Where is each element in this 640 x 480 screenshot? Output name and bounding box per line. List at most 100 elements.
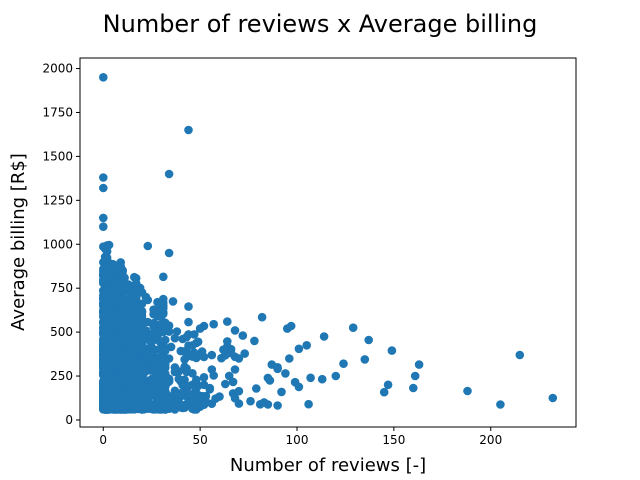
data-point xyxy=(224,371,234,381)
data-point xyxy=(240,349,249,358)
data-point xyxy=(99,213,108,223)
data-point xyxy=(99,183,108,193)
data-point xyxy=(414,360,424,369)
data-point xyxy=(135,380,145,390)
y-tick-label: 750 xyxy=(50,281,73,295)
data-point xyxy=(100,289,110,299)
data-point xyxy=(118,300,127,310)
data-point xyxy=(164,374,174,384)
data-point xyxy=(141,292,151,302)
data-point xyxy=(143,241,153,251)
x-axis-label: Number of reviews [-] xyxy=(230,455,426,476)
data-point xyxy=(184,317,193,327)
data-point xyxy=(223,337,232,346)
data-point xyxy=(190,394,199,404)
y-tick-label: 500 xyxy=(50,325,73,339)
data-point xyxy=(159,304,168,313)
data-point xyxy=(99,73,108,82)
data-point xyxy=(164,248,174,258)
data-point xyxy=(238,331,248,340)
data-point xyxy=(153,309,162,319)
data-point xyxy=(182,352,191,362)
data-point xyxy=(263,373,273,383)
data-point xyxy=(130,356,139,366)
y-axis: 0 250 500 750 1000 1250 1500 1750 2000 xyxy=(42,62,80,427)
data-point xyxy=(102,253,112,262)
data-point xyxy=(126,324,135,334)
data-point xyxy=(409,383,418,393)
data-point xyxy=(104,306,114,316)
data-point xyxy=(548,393,558,403)
data-point xyxy=(153,401,162,410)
data-point xyxy=(106,325,116,335)
data-point xyxy=(157,388,166,397)
data-point xyxy=(114,339,124,349)
y-tick-label: 2000 xyxy=(42,62,73,76)
data-point xyxy=(164,169,174,179)
data-point xyxy=(230,326,240,335)
data-point xyxy=(230,393,240,403)
data-point xyxy=(281,369,290,378)
data-point xyxy=(294,382,304,392)
plot-frame xyxy=(79,57,577,428)
data-point xyxy=(257,312,267,322)
data-points xyxy=(99,73,558,414)
data-point xyxy=(207,350,217,360)
data-point xyxy=(164,354,174,363)
data-point xyxy=(100,274,110,284)
data-point xyxy=(120,370,129,380)
y-tick-label: 1250 xyxy=(42,193,73,207)
data-point xyxy=(116,324,125,334)
data-point xyxy=(102,394,112,404)
x-tick-label: 0 xyxy=(99,433,107,447)
data-point xyxy=(184,302,193,311)
data-point xyxy=(161,346,170,356)
data-point xyxy=(104,317,114,327)
data-point xyxy=(124,337,133,346)
data-point xyxy=(387,346,397,355)
data-point xyxy=(184,382,193,391)
data-point xyxy=(157,321,166,331)
data-point xyxy=(108,360,118,369)
data-point xyxy=(168,297,178,306)
data-point xyxy=(250,336,259,346)
y-axis-label: Average billing [R$] xyxy=(8,153,29,331)
data-point xyxy=(219,345,228,355)
y-tick-label: 250 xyxy=(50,369,73,383)
data-point xyxy=(246,396,255,406)
data-point xyxy=(149,389,158,398)
data-point xyxy=(99,173,108,182)
data-point xyxy=(116,262,125,271)
data-point xyxy=(172,327,182,336)
data-point xyxy=(259,398,269,407)
data-point xyxy=(108,285,118,295)
data-point xyxy=(285,354,294,363)
y-tick-label: 0 xyxy=(65,413,73,427)
x-tick-label: 50 xyxy=(192,433,207,447)
data-point xyxy=(463,386,472,396)
data-point xyxy=(317,374,327,384)
data-point xyxy=(221,379,230,389)
data-point xyxy=(99,222,108,231)
data-point xyxy=(223,317,232,326)
data-point xyxy=(199,373,209,382)
data-point xyxy=(364,335,374,345)
data-point xyxy=(192,375,201,385)
data-point xyxy=(155,336,164,346)
data-point xyxy=(170,367,180,377)
data-point xyxy=(122,363,131,372)
y-tick-label: 1750 xyxy=(42,105,73,119)
data-point xyxy=(496,400,505,409)
data-point xyxy=(306,373,315,383)
data-point xyxy=(122,397,131,406)
data-point xyxy=(515,350,525,360)
data-point xyxy=(201,391,211,401)
data-point xyxy=(184,125,193,135)
data-point xyxy=(126,300,135,310)
data-point xyxy=(304,399,313,409)
data-point xyxy=(133,370,143,380)
data-point xyxy=(188,341,197,350)
data-point xyxy=(273,401,282,410)
data-point xyxy=(135,315,145,324)
